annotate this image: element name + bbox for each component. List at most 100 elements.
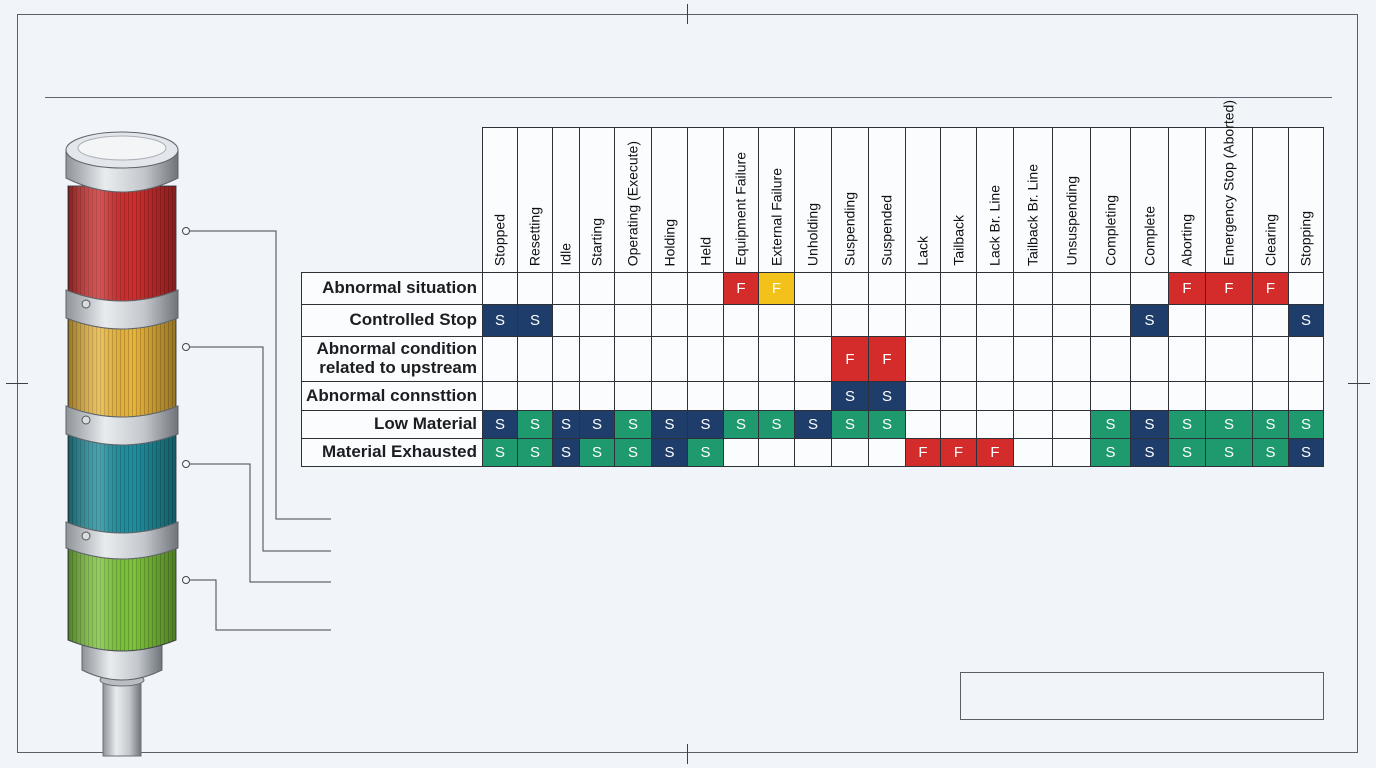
state-marker: S xyxy=(831,410,869,439)
matrix-cell xyxy=(1252,304,1289,337)
column-header: Stopping xyxy=(1288,127,1324,273)
column-header-label: Suspended xyxy=(878,195,895,266)
matrix-cell xyxy=(1168,381,1206,411)
state-marker: S xyxy=(517,438,553,467)
matrix-cell xyxy=(940,381,977,411)
column-header: Unholding xyxy=(794,127,832,273)
leader-line xyxy=(190,230,331,520)
matrix-cell xyxy=(1288,381,1324,411)
state-marker: S xyxy=(614,410,652,439)
state-marker: S xyxy=(831,381,869,411)
column-header-label: Emergency Stop (Aborted) xyxy=(1220,100,1237,266)
row-label: Material Exhausted xyxy=(301,438,483,467)
matrix-cell xyxy=(723,304,759,337)
column-header-label: Clearing xyxy=(1262,213,1279,266)
matrix-cell xyxy=(687,272,724,305)
tower-pole xyxy=(102,679,142,757)
matrix-cell xyxy=(1252,336,1289,382)
fault-marker: F xyxy=(831,336,869,382)
row-label: Abnormal condition related to upstream xyxy=(301,336,483,382)
matrix-cell xyxy=(1013,336,1053,382)
left-center-tick xyxy=(6,383,28,384)
state-marker: S xyxy=(1168,438,1206,467)
matrix-cell xyxy=(1013,304,1053,337)
state-marker: S xyxy=(482,410,518,439)
matrix-cell xyxy=(976,272,1014,305)
separator-ring xyxy=(65,405,179,446)
matrix-cell xyxy=(1052,336,1091,382)
matrix-cell xyxy=(552,381,580,411)
column-header-label: Complete xyxy=(1141,206,1158,266)
matrix-cell xyxy=(517,272,553,305)
matrix-cell xyxy=(517,336,553,382)
matrix-cell xyxy=(552,336,580,382)
state-marker: S xyxy=(687,410,724,439)
matrix-cell xyxy=(614,381,652,411)
column-header: Equipment Failure xyxy=(723,127,759,273)
leader-line xyxy=(190,579,331,631)
state-marker: S xyxy=(1205,410,1253,439)
matrix-cell xyxy=(1090,336,1131,382)
matrix-cell xyxy=(614,336,652,382)
column-header-label: Unholding xyxy=(804,202,821,266)
column-header-label: Completing xyxy=(1102,195,1119,266)
column-header: Unsuspending xyxy=(1052,127,1091,273)
column-header: Suspending xyxy=(831,127,869,273)
matrix-cell xyxy=(1090,381,1131,411)
matrix-cell xyxy=(687,381,724,411)
fault-marker: F xyxy=(723,272,759,305)
matrix-cell xyxy=(868,438,906,467)
state-marker: S xyxy=(1130,304,1169,337)
column-header: Lack Br. Line xyxy=(976,127,1014,273)
matrix-cell xyxy=(831,304,869,337)
leader-dot xyxy=(182,343,190,351)
fault-marker: F xyxy=(940,438,977,467)
matrix-cell xyxy=(794,438,832,467)
matrix-cell xyxy=(868,272,906,305)
column-header: Lack xyxy=(905,127,941,273)
fault-marker: F xyxy=(758,272,795,305)
matrix-cell xyxy=(482,381,518,411)
matrix-cell xyxy=(758,304,795,337)
matrix-cell xyxy=(1205,381,1253,411)
tower-base xyxy=(81,639,163,681)
matrix-cell xyxy=(794,304,832,337)
fault-marker: F xyxy=(868,336,906,382)
column-header-label: Held xyxy=(697,237,714,266)
row-label: Abnormal connsttion xyxy=(301,381,483,411)
leader-dot xyxy=(182,227,190,235)
matrix-cell xyxy=(976,304,1014,337)
column-header: Holding xyxy=(651,127,688,273)
matrix-cell xyxy=(1168,336,1206,382)
matrix-cell xyxy=(687,304,724,337)
state-marker: S xyxy=(1288,438,1324,467)
column-header-label: Stopping xyxy=(1297,210,1314,266)
column-header-label: Aborting xyxy=(1178,213,1195,266)
fault-marker: F xyxy=(976,438,1014,467)
column-header-label: Idle xyxy=(557,243,574,266)
state-marker: S xyxy=(794,410,832,439)
column-header: Tailback Br. Line xyxy=(1013,127,1053,273)
matrix-cell xyxy=(1013,438,1053,467)
matrix-cell xyxy=(1130,336,1169,382)
matrix-cell xyxy=(1013,410,1053,439)
matrix-cell xyxy=(579,336,615,382)
teal-light xyxy=(67,419,177,536)
matrix-cell xyxy=(614,304,652,337)
leader-line xyxy=(190,463,331,583)
matrix-cell xyxy=(482,336,518,382)
matrix-cell xyxy=(579,381,615,411)
column-header-label: Operating (Execute) xyxy=(624,140,641,266)
state-marker: S xyxy=(1168,410,1206,439)
column-header: Completing xyxy=(1090,127,1131,273)
separator-ring xyxy=(65,521,179,560)
matrix-cell xyxy=(482,272,518,305)
matrix-cell xyxy=(905,381,941,411)
matrix-cell xyxy=(758,438,795,467)
matrix-cell xyxy=(940,336,977,382)
fault-marker: F xyxy=(1252,272,1289,305)
matrix-cell xyxy=(723,336,759,382)
column-header-label: Tailback Br. Line xyxy=(1024,164,1041,266)
